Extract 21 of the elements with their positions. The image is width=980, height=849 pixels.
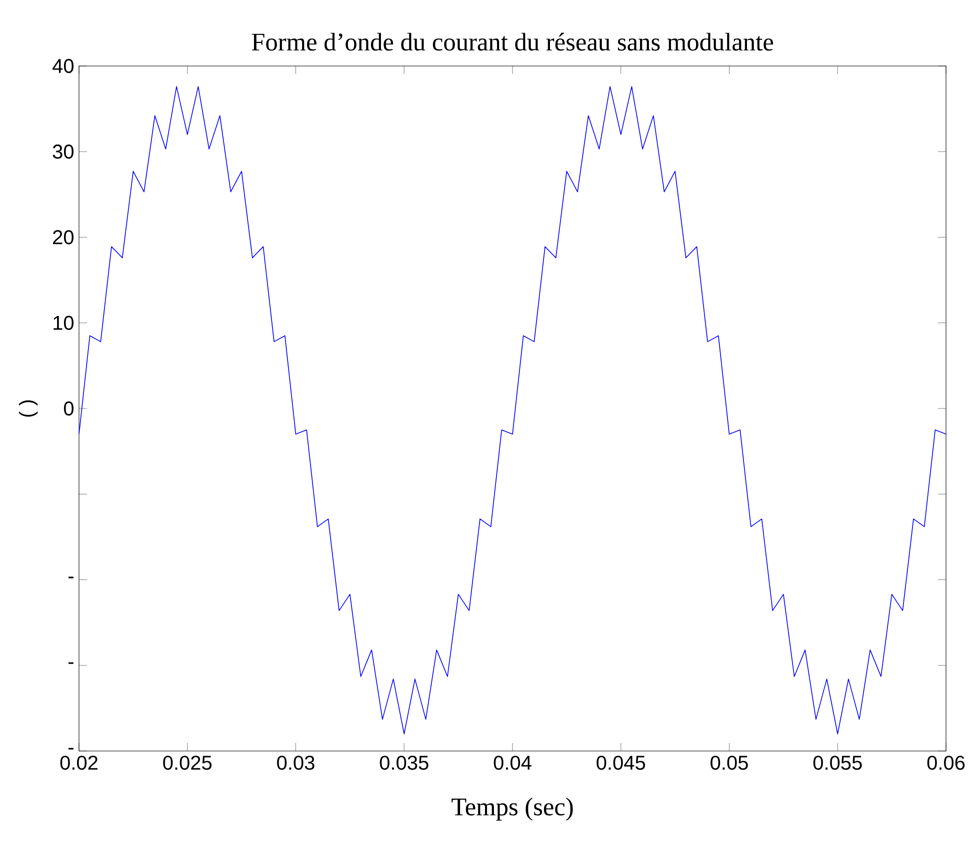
x-tick-label: 0.02	[60, 756, 98, 770]
x-tick-label: 0.05	[710, 756, 748, 770]
x-tick-label: 0.035	[380, 756, 428, 770]
y-tick-label: 40	[52, 58, 74, 74]
y-tick-label: 10	[54, 316, 74, 330]
y-tick-label: 30	[52, 144, 74, 159]
x-tick-label: 0.055	[813, 756, 862, 770]
x-tick-label: 0.06	[927, 756, 965, 770]
x-tick-label: 0.025	[163, 756, 212, 770]
y-tick-label: -	[68, 662, 74, 664]
y-tick-label: -	[68, 576, 74, 578]
y-tick-label: 0	[64, 401, 74, 416]
y-tick-label: 20	[53, 230, 74, 244]
x-tick-label: 0.045	[596, 756, 646, 770]
chart-title: Forme d’onde du courant du réseau sans modulante	[252, 32, 774, 51]
y-tick-label: -	[68, 748, 74, 750]
x-tick-label: 0.03	[277, 756, 314, 770]
x-tick-label: 0.04	[494, 756, 532, 770]
y-axis-title: ( )	[18, 400, 38, 417]
line-series	[79, 86, 946, 734]
x-axis-title: Temps (sec)	[452, 798, 573, 821]
